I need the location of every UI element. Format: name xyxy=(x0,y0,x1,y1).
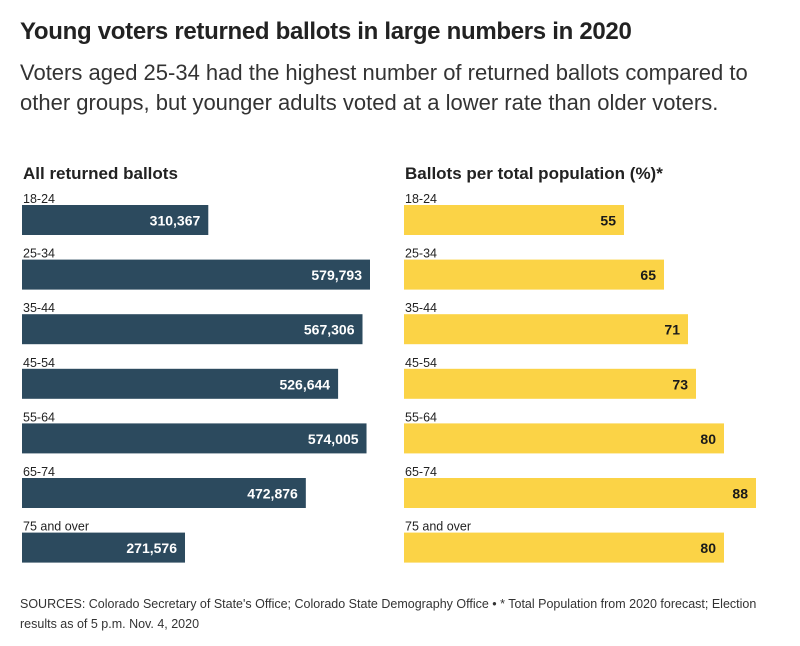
ballots-per-population-value-label: 80 xyxy=(700,431,716,447)
chart-subtitle: Voters aged 25-34 had the highest number… xyxy=(20,60,748,115)
ballots-per-population-bar xyxy=(404,532,724,563)
returned-ballots-svg: 18-24 310,367 25-34 579,793 35-44 567,306 45-5… xyxy=(22,192,370,563)
source-note: SOURCES: Colorado Secretary of State's O… xyxy=(20,597,757,631)
returned-ballots-category-label: 18-24 xyxy=(23,192,55,206)
returned-ballots-bar xyxy=(22,205,209,235)
returned-ballots-bar xyxy=(22,423,367,454)
ballots-per-population-value-label: 80 xyxy=(700,540,716,556)
ballots-per-population-value-label: 71 xyxy=(664,322,680,338)
ballots-per-population-value-label: 88 xyxy=(732,486,748,502)
returned-ballots-bar xyxy=(22,259,370,290)
ballots-per-population-bar xyxy=(404,423,724,454)
returned-ballots-category-label: 45-54 xyxy=(23,356,55,370)
ballots-per-population-value-label: 73 xyxy=(672,376,688,392)
ballots-per-population-value-label: 65 xyxy=(640,267,656,283)
ballots-per-population-bar xyxy=(404,314,688,345)
ballots-per-population-category-label: 75 and over xyxy=(405,520,471,534)
returned-ballots-value-label: 310,367 xyxy=(150,213,201,229)
ballots-per-population-category-label: 65-74 xyxy=(405,465,437,479)
ballots-per-population-category-label: 55-64 xyxy=(405,410,437,424)
returned-ballots-value-label: 526,644 xyxy=(279,376,330,392)
ballots-per-population-category-label: 45-54 xyxy=(405,356,437,370)
returned-ballots-bar xyxy=(22,478,306,508)
returned-ballots-category-label: 25-34 xyxy=(23,247,55,261)
ballots-per-population-bar xyxy=(404,259,664,290)
ballots-per-population-bar xyxy=(404,205,624,235)
returned-ballots-value-label: 271,576 xyxy=(126,540,177,556)
ballots-per-population-chart-title: Ballots per total population (%)* xyxy=(405,164,663,183)
returned-ballots-category-label: 65-74 xyxy=(23,465,55,479)
returned-ballots-value-label: 579,793 xyxy=(311,267,362,283)
ballots-per-population-category-label: 18-24 xyxy=(405,192,437,206)
ballots-per-population-chart: Ballots per total population (%)* 18-24 5… xyxy=(404,164,774,574)
ballots-per-population-bar xyxy=(404,368,696,399)
returned-ballots-chart: All returned ballots 18-24 310,367 25-34 57… xyxy=(22,164,392,574)
returned-ballots-value-label: 472,876 xyxy=(247,486,298,502)
returned-ballots-category-label: 75 and over xyxy=(23,520,89,534)
returned-ballots-bar xyxy=(22,368,339,399)
returned-ballots-category-label: 55-64 xyxy=(23,410,55,424)
ballots-per-population-svg: 18-24 55 25-34 65 35-44 71 45-54 73 55-64 80 65-74… xyxy=(404,192,756,563)
returned-ballots-value-label: 567,306 xyxy=(304,322,355,338)
returned-ballots-bar xyxy=(22,314,363,345)
ballots-per-population-category-label: 25-34 xyxy=(405,247,437,261)
chart-title: Young voters returned ballots in large n… xyxy=(20,18,632,45)
ballots-per-population-bar xyxy=(404,478,756,508)
returned-ballots-category-label: 35-44 xyxy=(23,301,55,315)
returned-ballots-chart-title: All returned ballots xyxy=(23,164,178,183)
ballots-per-population-value-label: 55 xyxy=(600,213,616,229)
returned-ballots-bar xyxy=(22,532,186,563)
ballots-per-population-category-label: 35-44 xyxy=(405,301,437,315)
returned-ballots-value-label: 574,005 xyxy=(308,431,359,447)
